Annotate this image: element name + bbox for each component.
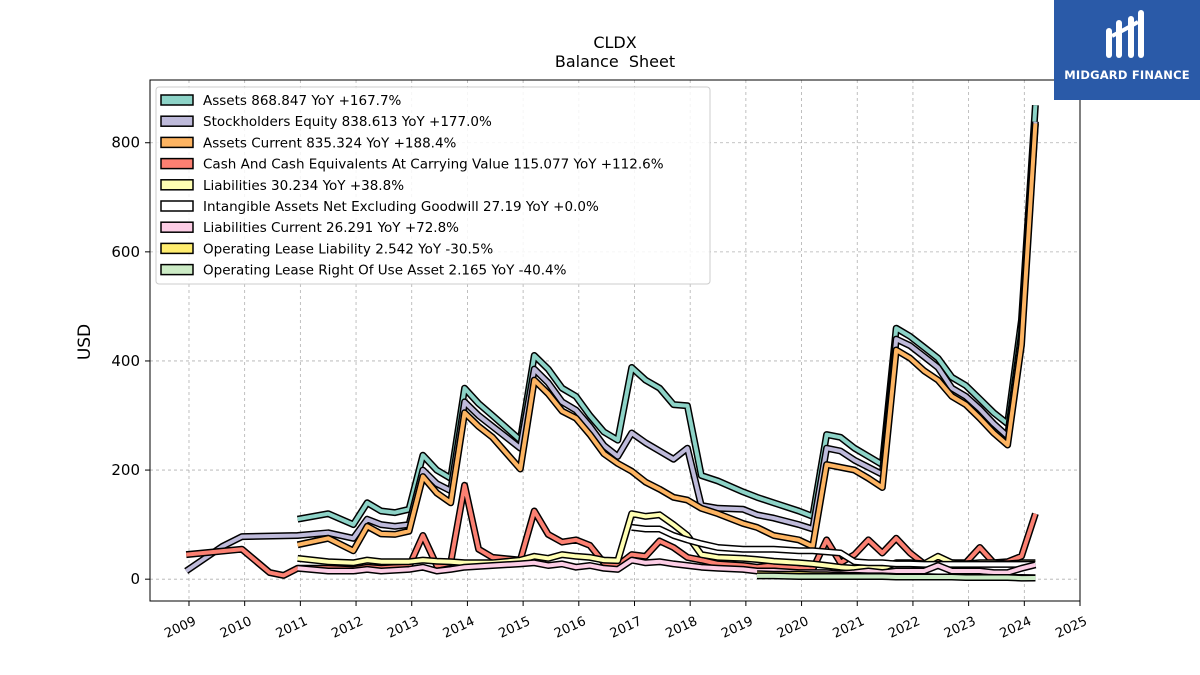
legend-entry: Liabilities Current 26.291 YoY +72.8% (203, 220, 459, 236)
x-tick-label: 2009 (162, 614, 198, 642)
x-axis: 2009 2010 2011 2012 2013 2014 2015 2016 2017 2018… (162, 601, 1090, 642)
series-6 (297, 556, 1037, 578)
legend-entry: Assets 868.847 YoY +167.7% (203, 93, 402, 109)
brand-name: MIDGARD FINANCE (1064, 68, 1190, 82)
x-tick-label: 2025 (1053, 614, 1089, 642)
x-tick-label: 2010 (218, 614, 254, 642)
x-tick-label: 2017 (608, 614, 644, 642)
series-lines (184, 104, 1039, 582)
series-5 (631, 523, 1036, 568)
legend-swatch (160, 221, 194, 233)
y-tick-label: 600 (111, 243, 140, 261)
x-tick-label: 2019 (719, 614, 755, 642)
x-tick-label: 2024 (998, 614, 1034, 642)
legend-swatch (160, 157, 194, 170)
series-8 (757, 572, 1036, 582)
x-tick-label: 2016 (552, 614, 588, 642)
legend-swatch (160, 263, 194, 276)
y-tick-label: 0 (130, 570, 140, 588)
legend-entry: Operating Lease Liability 2.542 YoY -30.… (203, 241, 493, 257)
y-tick-label: 200 (111, 461, 140, 479)
legend: Assets 868.847 YoY +167.7% Stockholders E… (155, 86, 711, 285)
series-line (297, 105, 1038, 527)
legend-entry: Cash And Cash Equivalents At Carrying Va… (203, 157, 664, 173)
y-tick-label: 400 (111, 352, 140, 370)
x-tick-label: 2022 (886, 614, 922, 642)
legend-entry: Liabilities 30.234 YoY +38.8% (203, 178, 404, 194)
legend-entry: Stockholders Equity 838.613 YoY +177.0% (203, 114, 492, 130)
x-tick-label: 2020 (775, 614, 811, 642)
y-axis: 0 200 400 600 800 (111, 134, 150, 588)
y-axis-label: USD (75, 324, 95, 360)
plot-frame (149, 79, 1081, 602)
legend-entry: Intangible Assets Net Excluding Goodwill… (203, 199, 599, 215)
series-0 (296, 104, 1039, 529)
legend-entry: Operating Lease Right Of Use Asset 2.165… (203, 263, 567, 279)
series-line (631, 525, 1036, 567)
legend-swatch (160, 94, 194, 106)
series-line (185, 121, 1038, 573)
y-tick-label: 800 (111, 134, 140, 152)
legend-entry: Assets Current 835.324 YoY +188.4% (203, 135, 457, 151)
x-tick-label: 2013 (385, 614, 421, 642)
x-tick-label: 2015 (496, 614, 532, 642)
x-tick-label: 2012 (329, 614, 365, 642)
x-tick-label: 2014 (441, 614, 477, 642)
x-tick-label: 2011 (274, 614, 310, 642)
series-line (297, 123, 1038, 553)
series-line (297, 558, 1036, 576)
series-2 (296, 123, 1039, 555)
legend-swatch (160, 179, 194, 191)
x-tick-label: 2023 (942, 614, 978, 642)
chart-subtitle: Balance Sheet (555, 52, 675, 71)
legend-box (155, 86, 711, 285)
chart-title: CLDX (593, 33, 636, 52)
x-tick-label: 2021 (831, 614, 867, 642)
legend-swatch (160, 242, 194, 255)
series-1 (184, 121, 1039, 574)
legend-swatch (160, 200, 194, 212)
legend-swatch (160, 136, 194, 149)
brand-mark-icon (1106, 10, 1144, 58)
legend-swatch (160, 115, 194, 127)
brand-logo: MIDGARD FINANCE (1054, 0, 1200, 100)
x-tick-label: 2018 (664, 614, 700, 642)
series-line (757, 573, 1036, 581)
